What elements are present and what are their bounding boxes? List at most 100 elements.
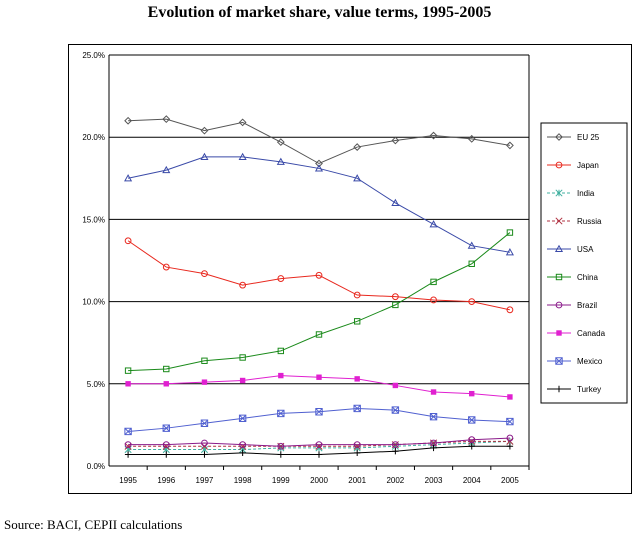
data-point-mexico — [277, 409, 285, 418]
data-point-japan — [468, 298, 476, 306]
chart-frame: 0.0% 5.0% 10.0% 15.0% 20.0% 25.0% 1995 1996 1997… — [68, 44, 632, 494]
y-tick-label: 15.0% — [82, 215, 105, 224]
data-point-eu-25 — [506, 141, 514, 150]
y-tick-label: 5.0% — [87, 380, 105, 389]
data-point-usa — [162, 165, 171, 174]
legend-label-russia: Russia — [577, 217, 602, 226]
data-point-brazil — [468, 436, 476, 444]
legend-label-japan: Japan — [577, 161, 599, 170]
data-point-mexico — [506, 417, 514, 426]
data-point-usa — [200, 152, 209, 160]
data-point-japan — [239, 281, 247, 289]
data-point-turkey — [124, 451, 132, 458]
data-point-canada — [125, 381, 131, 387]
data-point-china — [468, 260, 475, 267]
series-line-usa — [127, 156, 510, 253]
data-point-turkey — [201, 451, 208, 458]
data-point-usa — [353, 174, 362, 182]
legend-label-india: India — [577, 189, 595, 198]
legend-label-canada: Canada — [577, 329, 606, 338]
data-point-eu-25 — [124, 116, 132, 125]
data-point-china — [392, 301, 399, 309]
data-point-china — [163, 365, 170, 373]
data-point-canada — [354, 376, 360, 382]
data-point-mexico — [468, 416, 476, 424]
data-point-turkey — [353, 449, 361, 457]
series-line-eu-25 — [128, 118, 510, 165]
data-point-canada — [507, 394, 513, 400]
data-point-usa — [276, 157, 285, 165]
data-point-turkey — [163, 451, 170, 458]
legend-marker-china — [555, 273, 563, 281]
legend-marker-brazil — [555, 301, 563, 309]
data-point-canada — [163, 381, 169, 387]
data-point-japan — [353, 291, 361, 299]
chart-title: Evolution of market share, value terms, … — [147, 4, 492, 21]
legend-label-eu-25: EU 25 — [577, 133, 600, 142]
data-point-mexico — [124, 427, 132, 436]
data-point-mexico — [162, 424, 170, 432]
data-point-japan — [201, 270, 208, 278]
data-point-eu-25 — [162, 115, 171, 124]
legend-label-turkey: Turkey — [577, 385, 601, 394]
data-point-brazil — [201, 439, 208, 447]
x-tick-label: 1997 — [196, 476, 214, 485]
data-point-japan — [162, 263, 170, 271]
data-point-china — [239, 354, 246, 361]
data-point-brazil — [506, 434, 514, 442]
data-point-china — [353, 318, 361, 325]
legend-label-mexico: Mexico — [577, 357, 603, 366]
data-point-japan — [506, 306, 514, 314]
data-point-china — [277, 347, 285, 355]
data-point-china — [124, 367, 132, 374]
legend-label-china: China — [577, 273, 598, 282]
legend-marker-usa — [554, 244, 564, 253]
x-tick-label: 2005 — [501, 476, 519, 485]
data-point-usa — [467, 241, 476, 249]
data-point-canada — [278, 372, 284, 379]
data-point-canada — [239, 377, 246, 384]
data-point-eu-25 — [238, 118, 247, 127]
data-point-eu-25 — [391, 136, 400, 145]
data-point-eu-25 — [353, 143, 362, 151]
x-tick-label: 2000 — [310, 476, 328, 485]
legend-label-usa: USA — [577, 245, 594, 254]
series-line-china — [128, 232, 511, 372]
data-point-eu-25 — [200, 126, 209, 135]
data-point-mexico — [429, 412, 438, 421]
data-point-canada — [316, 374, 322, 380]
data-point-japan — [124, 237, 132, 245]
data-point-canada — [430, 389, 437, 395]
data-point-mexico — [315, 408, 323, 416]
data-point-canada — [392, 382, 399, 389]
legend-marker-mexico — [555, 357, 563, 365]
data-point-eu-25 — [315, 159, 323, 168]
legend-marker-russia — [555, 217, 563, 225]
data-point-eu-25 — [467, 134, 476, 143]
legend-marker-india — [555, 189, 563, 197]
x-tick-label: 1995 — [119, 476, 137, 485]
legend-box — [540, 122, 628, 404]
data-point-china — [430, 278, 437, 286]
data-point-brazil — [353, 441, 361, 449]
chart-plot: 0.0% 5.0% 10.0% 15.0% 20.0% 25.0% 1995 1996 1997… — [82, 51, 628, 485]
data-point-turkey — [315, 451, 323, 458]
data-point-usa — [314, 164, 324, 172]
y-tick-label: 0.0% — [87, 462, 105, 471]
legend-marker-japan — [555, 161, 563, 169]
data-point-mexico — [238, 414, 247, 423]
data-point-turkey — [468, 443, 475, 450]
data-point-mexico — [200, 419, 209, 427]
data-point-turkey — [392, 448, 399, 455]
data-point-japan — [315, 271, 323, 279]
series-line-brazil — [128, 437, 510, 447]
data-point-canada — [201, 379, 208, 385]
data-point-brazil — [124, 441, 132, 449]
series-line-japan — [127, 240, 511, 311]
data-point-turkey — [239, 449, 246, 457]
legend-marker-canada — [556, 330, 562, 336]
data-point-china — [506, 229, 514, 236]
legend-label-brazil: Brazil — [577, 301, 597, 310]
data-point-turkey — [506, 443, 514, 450]
data-point-brazil — [239, 441, 247, 449]
